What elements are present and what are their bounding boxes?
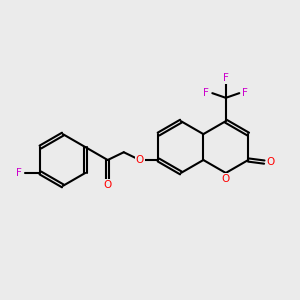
Text: O: O xyxy=(222,174,230,184)
Text: F: F xyxy=(242,88,248,98)
Text: F: F xyxy=(223,73,229,83)
Text: O: O xyxy=(103,180,112,190)
Text: F: F xyxy=(203,88,209,98)
Text: F: F xyxy=(16,168,22,178)
Text: O: O xyxy=(136,155,144,165)
Text: O: O xyxy=(267,157,275,167)
